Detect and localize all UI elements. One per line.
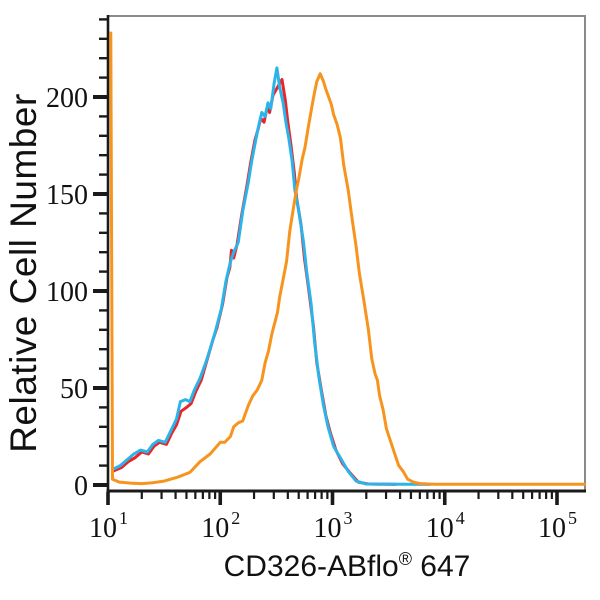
x-tick-label-base: 10 bbox=[426, 513, 454, 544]
x-tick-label-exponent: 4 bbox=[456, 508, 465, 528]
series-path-red-overlay-histogram bbox=[111, 78, 397, 486]
x-axis-title: CD326-ABflo® 647 bbox=[108, 549, 586, 584]
y-axis-title-text: Relative Cell Number bbox=[3, 93, 44, 453]
y-tick-label: 100 bbox=[46, 277, 88, 308]
x-tick-label-base: 10 bbox=[538, 513, 566, 544]
y-tick-label: 150 bbox=[46, 180, 88, 211]
x-axis-title-suffix: 647 bbox=[411, 550, 471, 583]
x-axis-title-name: CD326-ABflo bbox=[223, 550, 399, 583]
y-tick-label: 200 bbox=[46, 83, 88, 114]
x-tick-label-exponent: 3 bbox=[344, 508, 353, 528]
x-tick-label-base: 10 bbox=[201, 513, 229, 544]
x-tick-label-exponent: 5 bbox=[568, 508, 577, 528]
x-tick-label-exponent: 1 bbox=[119, 508, 128, 528]
x-tick-label-exponent: 2 bbox=[231, 508, 240, 528]
x-tick-label-base: 10 bbox=[314, 513, 342, 544]
y-axis-title: Relative Cell Number bbox=[1, 13, 47, 533]
series-path-cyan-overlay-histogram bbox=[111, 66, 432, 486]
registered-trademark-symbol: ® bbox=[398, 549, 412, 569]
series-path-orange-stained-histogram bbox=[109, 31, 586, 486]
y-tick-label: 0 bbox=[74, 471, 88, 502]
x-tick-label-base: 10 bbox=[89, 513, 117, 544]
y-tick-label: 50 bbox=[60, 374, 88, 405]
